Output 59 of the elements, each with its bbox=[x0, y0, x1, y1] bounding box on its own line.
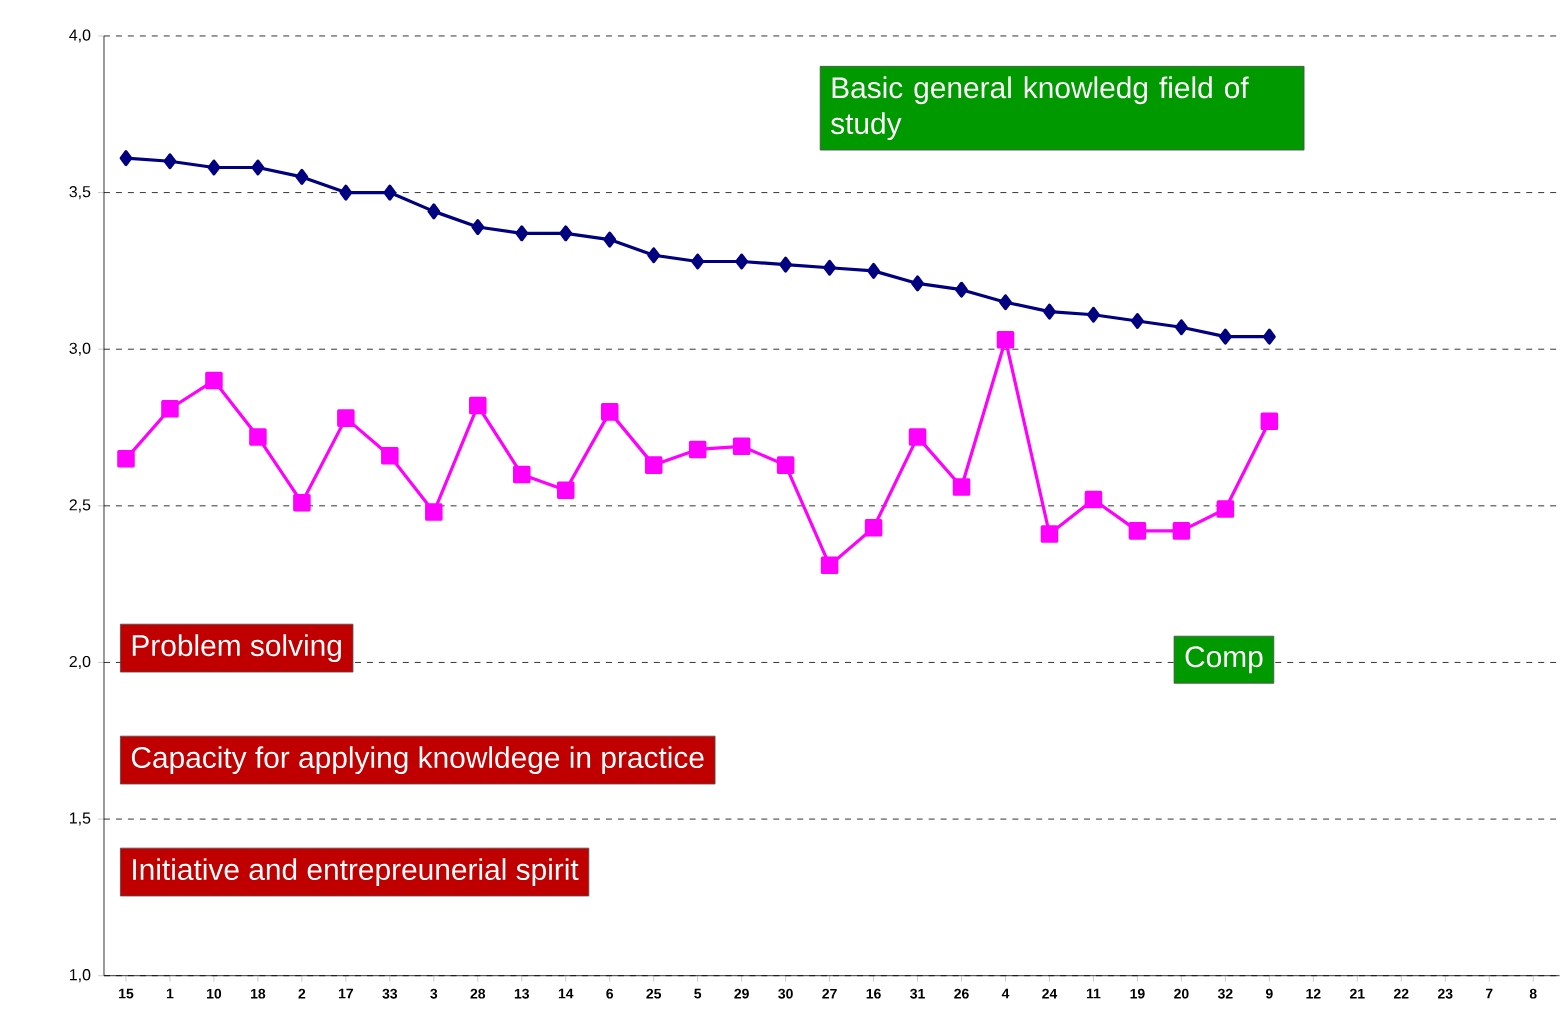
point bbox=[688, 440, 707, 459]
point bbox=[1040, 525, 1059, 543]
point bbox=[207, 159, 221, 176]
point bbox=[1175, 319, 1188, 336]
point bbox=[644, 456, 663, 475]
point bbox=[1172, 522, 1191, 540]
point bbox=[251, 159, 265, 176]
point bbox=[908, 428, 927, 446]
point bbox=[996, 331, 1015, 349]
point bbox=[955, 281, 968, 298]
point bbox=[1219, 328, 1232, 345]
point bbox=[647, 247, 661, 264]
annotation: Comp bbox=[1185, 646, 1263, 674]
point bbox=[603, 231, 617, 248]
annotation: Initiative and entrepreunerial spirit bbox=[133, 858, 579, 887]
point bbox=[337, 409, 355, 428]
point bbox=[163, 153, 177, 170]
point bbox=[911, 275, 924, 292]
point bbox=[779, 256, 792, 273]
point bbox=[867, 263, 880, 280]
point bbox=[293, 494, 311, 512]
point bbox=[776, 456, 795, 475]
point bbox=[119, 150, 133, 167]
point bbox=[205, 371, 223, 390]
point bbox=[383, 184, 397, 201]
point bbox=[559, 225, 573, 242]
point bbox=[864, 519, 883, 537]
point bbox=[999, 294, 1012, 311]
point bbox=[427, 203, 441, 220]
point bbox=[1262, 328, 1276, 345]
point bbox=[425, 503, 443, 522]
point bbox=[823, 259, 836, 276]
point bbox=[471, 219, 485, 236]
point bbox=[381, 447, 399, 465]
point bbox=[691, 253, 705, 270]
point bbox=[117, 450, 135, 468]
point bbox=[1131, 313, 1144, 330]
point bbox=[1043, 303, 1056, 320]
point bbox=[161, 400, 179, 418]
point bbox=[1084, 490, 1103, 509]
annotation: Basic general knowledg field of study bbox=[831, 76, 1249, 141]
annotation: Problem solving bbox=[132, 634, 341, 663]
point bbox=[1216, 500, 1235, 518]
point bbox=[556, 481, 575, 500]
point bbox=[732, 437, 751, 456]
point bbox=[512, 465, 531, 484]
point bbox=[820, 556, 839, 575]
point bbox=[1128, 522, 1147, 540]
point bbox=[249, 428, 267, 446]
point bbox=[600, 403, 619, 421]
point bbox=[515, 225, 529, 242]
point bbox=[952, 478, 971, 496]
annotation: Capacity for applying knowldege in practice bbox=[131, 746, 704, 775]
point bbox=[295, 169, 309, 186]
point bbox=[469, 396, 487, 415]
point bbox=[735, 253, 749, 270]
point bbox=[339, 184, 353, 201]
point bbox=[1087, 306, 1100, 323]
point bbox=[1260, 412, 1279, 431]
